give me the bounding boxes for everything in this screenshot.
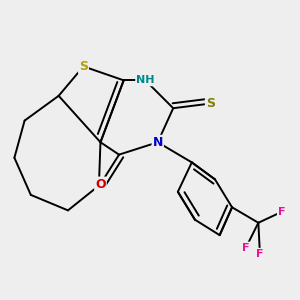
Text: S: S: [79, 60, 88, 73]
Text: N: N: [153, 136, 163, 149]
Text: S: S: [206, 97, 215, 110]
Text: F: F: [256, 249, 264, 259]
Text: NH: NH: [136, 75, 155, 85]
Text: O: O: [95, 178, 106, 190]
Text: F: F: [242, 242, 250, 253]
Text: F: F: [278, 207, 285, 217]
